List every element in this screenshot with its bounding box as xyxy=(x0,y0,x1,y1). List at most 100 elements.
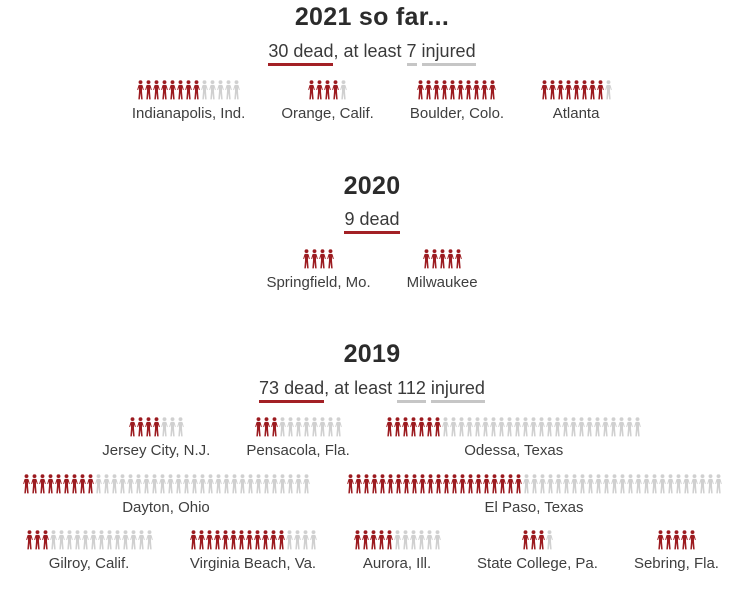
person-icon-dead xyxy=(581,79,588,101)
person-icon-injured xyxy=(295,473,302,495)
person-icon-dead xyxy=(254,529,261,551)
person-icon-injured xyxy=(327,416,334,438)
person-icon-dead xyxy=(402,416,409,438)
person-icon-dead xyxy=(427,473,434,495)
person-icon-injured xyxy=(667,473,674,495)
person-icon-dead xyxy=(230,529,237,551)
city-label: Milwaukee xyxy=(406,273,478,291)
person-icon-dead xyxy=(324,79,331,101)
person-icons xyxy=(386,416,642,438)
city-label: Odessa, Texas xyxy=(464,442,564,460)
person-icon-dead xyxy=(447,248,454,270)
person-icon-injured xyxy=(490,416,497,438)
person-icon-injured xyxy=(627,473,634,495)
person-icon-dead xyxy=(379,473,386,495)
person-icon-dead xyxy=(198,529,205,551)
city-group: El Paso, Texas xyxy=(346,473,722,518)
year-title-2019: 2019 xyxy=(343,340,401,369)
person-icon-injured xyxy=(302,529,309,551)
person-icons xyxy=(137,79,241,101)
person-icon-dead xyxy=(459,473,466,495)
person-icon-dead xyxy=(387,473,394,495)
person-icon-injured xyxy=(74,529,81,551)
person-icon-injured xyxy=(287,473,294,495)
person-icon-injured xyxy=(554,416,561,438)
person-icon-dead xyxy=(689,529,696,551)
city-group: State College, Pa. xyxy=(477,529,598,574)
person-icon-dead xyxy=(55,473,62,495)
person-icon-dead xyxy=(426,416,433,438)
person-icon-injured xyxy=(546,529,553,551)
person-icon-dead xyxy=(137,416,144,438)
person-icon-dead xyxy=(347,473,354,495)
person-icon-injured xyxy=(294,529,301,551)
person-icon-dead xyxy=(79,473,86,495)
person-icon-injured xyxy=(135,473,142,495)
person-icon-injured xyxy=(523,473,530,495)
city-label: Indianapolis, Ind. xyxy=(131,105,246,123)
person-icon-injured xyxy=(715,473,722,495)
person-icon-injured xyxy=(239,473,246,495)
person-icon-injured xyxy=(151,473,158,495)
person-icons xyxy=(189,529,317,551)
person-icon-dead xyxy=(145,79,152,101)
person-icon-dead xyxy=(499,473,506,495)
person-icon-injured xyxy=(442,416,449,438)
city-group: Virginia Beach, Va. xyxy=(189,529,317,574)
year-title-2021: 2021 so far... xyxy=(294,3,450,31)
person-icon-dead xyxy=(355,473,362,495)
person-icon-dead xyxy=(31,473,38,495)
person-icon-dead xyxy=(434,416,441,438)
person-icon-dead xyxy=(255,416,262,438)
person-icon-injured xyxy=(474,416,481,438)
person-icon-injured xyxy=(335,416,342,438)
person-icon-injured xyxy=(683,473,690,495)
city-label: Boulder, Colo. xyxy=(409,105,505,123)
person-icon-dead xyxy=(411,473,418,495)
person-icon-dead xyxy=(177,79,184,101)
person-icon-dead xyxy=(153,416,160,438)
person-icons xyxy=(254,416,342,438)
person-icon-dead xyxy=(71,473,78,495)
person-icon-dead xyxy=(465,79,472,101)
person-icon-injured xyxy=(119,473,126,495)
person-icon-injured xyxy=(563,473,570,495)
person-icon-injured xyxy=(603,473,610,495)
person-icon-injured xyxy=(161,416,168,438)
person-icons xyxy=(417,79,497,101)
person-icon-injured xyxy=(143,473,150,495)
person-icon-dead xyxy=(386,416,393,438)
person-icon-injured xyxy=(111,473,118,495)
person-icon-injured xyxy=(319,416,326,438)
person-icon-injured xyxy=(217,79,224,101)
person-icon-injured xyxy=(643,473,650,495)
person-icon-dead xyxy=(362,529,369,551)
person-icon-dead xyxy=(47,473,54,495)
person-icon-dead xyxy=(278,529,285,551)
person-icon-dead xyxy=(431,248,438,270)
person-icon-injured xyxy=(619,473,626,495)
person-icon-dead xyxy=(433,79,440,101)
city-group: Atlanta xyxy=(540,79,612,124)
person-icon-dead xyxy=(222,529,229,551)
person-icons xyxy=(353,529,441,551)
person-icon-dead xyxy=(530,529,537,551)
city-label: Aurora, Ill. xyxy=(362,555,432,573)
person-icons xyxy=(308,79,348,101)
person-icon-injured xyxy=(651,473,658,495)
person-icon-injured xyxy=(466,416,473,438)
person-icon-dead xyxy=(42,529,49,551)
person-icon-dead xyxy=(549,79,556,101)
person-icon-injured xyxy=(531,473,538,495)
person-icon-injured xyxy=(231,473,238,495)
person-icon-injured xyxy=(114,529,121,551)
person-icon-injured xyxy=(514,416,521,438)
city-label: Springfield, Mo. xyxy=(266,273,371,291)
person-icon-dead xyxy=(271,416,278,438)
person-icon-injured xyxy=(547,473,554,495)
person-icon-injured xyxy=(571,473,578,495)
person-icon-injured xyxy=(578,416,585,438)
person-icon-dead xyxy=(467,473,474,495)
person-icons xyxy=(656,529,696,551)
person-icon-dead xyxy=(417,79,424,101)
